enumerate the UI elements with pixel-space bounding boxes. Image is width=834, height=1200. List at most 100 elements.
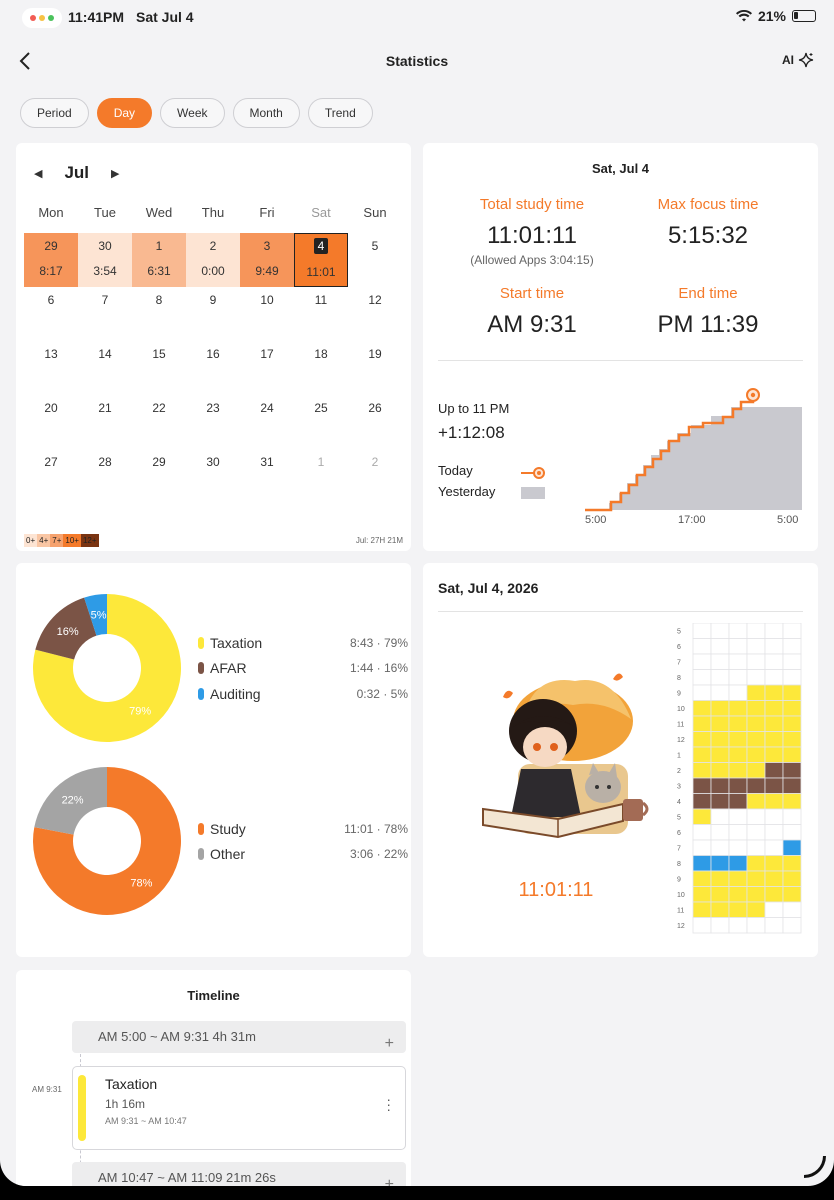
calendar-day[interactable]: 23	[186, 395, 240, 449]
battery-icon	[792, 10, 816, 22]
legend-afar[interactable]: AFAR 1:44 · 16%	[198, 660, 408, 676]
legend-0: 0+	[24, 534, 38, 547]
multitasking-dots[interactable]	[22, 8, 62, 28]
more-options-icon[interactable]: · · ·	[386, 1091, 391, 1117]
calendar-day[interactable]: 1	[294, 449, 348, 503]
legend-study[interactable]: Study 11:01 · 78%	[198, 821, 408, 837]
calendar-day[interactable]: 20	[24, 395, 78, 449]
calendar-day[interactable]: 17	[240, 341, 294, 395]
day-number: 11	[314, 293, 328, 307]
calendar-day[interactable]: 21	[78, 395, 132, 449]
tab-week[interactable]: Week	[160, 98, 225, 128]
day-number: 15	[152, 347, 166, 361]
calendar-day[interactable]: 12	[348, 287, 402, 341]
hour-label: 5	[677, 815, 681, 822]
weekday-fri: Fri	[259, 205, 275, 220]
add-plus-icon[interactable]: +	[384, 1176, 394, 1186]
prev-month-icon[interactable]: ◀	[34, 167, 43, 180]
calendar-day[interactable]: 7	[78, 287, 132, 341]
slice-afar[interactable]	[35, 597, 97, 660]
day-number: 1	[317, 455, 325, 469]
hour-cell	[764, 855, 784, 872]
calendar-day[interactable]: 29 8:17	[24, 233, 78, 287]
day-number: 30	[206, 455, 220, 469]
hour-cell	[764, 653, 784, 670]
calendar-day[interactable]: 25	[294, 395, 348, 449]
tab-period[interactable]: Period	[20, 98, 89, 128]
hour-cell	[746, 684, 766, 701]
day-study-time: 11:01	[306, 265, 336, 279]
calendar-day[interactable]: 18	[294, 341, 348, 395]
timeline-entry[interactable]: Taxation 1h 16m AM 9:31 ~ AM 10:47 · · ·	[72, 1066, 406, 1150]
calendar-day[interactable]: 5	[348, 233, 402, 287]
hour-cell	[746, 855, 766, 872]
calendar-day[interactable]: 2	[348, 449, 402, 503]
hour-label: 8	[677, 675, 681, 682]
calendar-day[interactable]: 11	[294, 287, 348, 341]
calendar-day[interactable]: 10	[240, 287, 294, 341]
hour-cell	[728, 793, 748, 810]
next-month-icon[interactable]: ▶	[111, 167, 120, 180]
slice-other[interactable]	[34, 767, 107, 835]
slice-study[interactable]	[33, 767, 182, 915]
gap-segment[interactable]: AM 5:00 ~ AM 9:31 4h 31m +	[72, 1021, 406, 1053]
calendar-day[interactable]: 30 3:54	[78, 233, 132, 287]
calendar-day[interactable]: 3 9:49	[240, 233, 294, 287]
tab-month[interactable]: Month	[232, 98, 300, 128]
calendar-day[interactable]: 22	[132, 395, 186, 449]
calendar-day[interactable]: 19	[348, 341, 402, 395]
hour-cell	[710, 793, 730, 810]
legend-auditing[interactable]: Auditing 0:32 · 5%	[198, 686, 408, 702]
hour-cell	[728, 917, 748, 934]
calendar-day[interactable]: 28	[78, 449, 132, 503]
calendar-day[interactable]: 27	[24, 449, 78, 503]
legend-other[interactable]: Other 3:06 · 22%	[198, 846, 408, 862]
calendar-day[interactable]: 8	[132, 287, 186, 341]
slice-taxation[interactable]	[33, 594, 182, 742]
max-focus-label: Max focus time	[657, 196, 759, 213]
weekday-wed: Wed	[145, 205, 173, 220]
slice-label: 22%	[62, 794, 84, 806]
tab-day[interactable]: Day	[96, 98, 153, 128]
tab-trend[interactable]: Trend	[307, 98, 373, 128]
weekday-thu: Thu	[201, 205, 225, 220]
calendar-day[interactable]: 24	[240, 395, 294, 449]
day-number: 18	[314, 347, 328, 361]
hour-cell	[782, 731, 802, 748]
hour-cell	[746, 793, 766, 810]
hour-cell	[764, 623, 784, 639]
calendar-day[interactable]: 9	[186, 287, 240, 341]
gap-segment[interactable]: AM 10:47 ~ AM 11:09 21m 26s +	[72, 1162, 406, 1186]
calendar-day[interactable]: 31	[240, 449, 294, 503]
hour-cell	[746, 669, 766, 686]
ai-button[interactable]: AI	[782, 52, 814, 68]
hour-label: 9	[677, 691, 681, 698]
legend-taxation[interactable]: Taxation 8:43 · 79%	[198, 635, 408, 651]
hour-cell	[764, 669, 784, 686]
calendar-day[interactable]: 13	[24, 341, 78, 395]
hour-cell	[692, 808, 712, 825]
calendar-day[interactable]: 16	[186, 341, 240, 395]
calendar-day[interactable]: 30	[186, 449, 240, 503]
hour-cell	[692, 855, 712, 872]
calendar-day[interactable]: 1 6:31	[132, 233, 186, 287]
hour-cell	[782, 653, 802, 670]
calendar-day[interactable]: 14	[78, 341, 132, 395]
hour-cell	[764, 638, 784, 655]
calendar-day[interactable]: 26	[348, 395, 402, 449]
calendar-day[interactable]: 15	[132, 341, 186, 395]
legend-4: 4+	[37, 534, 51, 547]
back-chevron-icon[interactable]	[18, 50, 32, 72]
day-study-time: 6:31	[147, 264, 171, 278]
calendar-day[interactable]: 29	[132, 449, 186, 503]
calendar-day[interactable]: 6	[24, 287, 78, 341]
hour-cell	[746, 901, 766, 918]
hour-cell	[764, 917, 784, 934]
hour-label: 4	[677, 799, 681, 806]
day-number: 27	[44, 455, 58, 469]
hour-cell	[746, 731, 766, 748]
calendar-day[interactable]: 4 11:01	[294, 233, 348, 287]
add-plus-icon[interactable]: +	[384, 1035, 394, 1052]
calendar-day[interactable]: 2 0:00	[186, 233, 240, 287]
slice-auditing[interactable]	[84, 594, 107, 636]
